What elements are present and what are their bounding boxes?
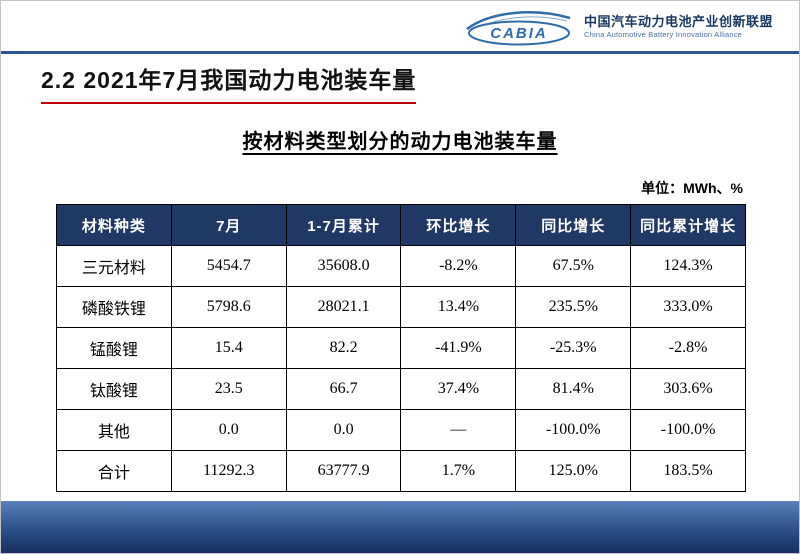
value-cell: 303.6% <box>630 368 746 410</box>
org-name-cn: 中国汽车动力电池产业创新联盟 <box>583 14 773 30</box>
value-cell: 5454.7 <box>170 245 287 287</box>
row-label: 锰酸锂 <box>56 327 172 369</box>
row-label: 三元材料 <box>56 245 172 287</box>
value-cell: 23.5 <box>170 368 287 410</box>
value-cell: 0.0 <box>285 409 402 451</box>
value-cell: 333.0% <box>630 286 746 328</box>
table-row: 钛酸锂 23.5 66.7 37.4% 81.4% 303.6% <box>56 368 746 410</box>
value-cell: 67.5% <box>515 245 632 287</box>
table-row: 合计 11292.3 63777.9 1.7% 125.0% 183.5% <box>56 450 746 492</box>
table-row: 锰酸锂 15.4 82.2 -41.9% -25.3% -2.8% <box>56 327 746 369</box>
value-cell: 11292.3 <box>170 450 287 492</box>
value-cell: -100.0% <box>630 409 746 451</box>
table-row: 三元材料 5454.7 35608.0 -8.2% 67.5% 124.3% <box>56 245 746 287</box>
value-cell: 63777.9 <box>285 450 402 492</box>
column-header: 材料种类 <box>56 204 172 246</box>
column-header: 同比增长 <box>515 204 632 246</box>
value-cell: 37.4% <box>400 368 517 410</box>
footer-bar <box>1 501 799 553</box>
row-label: 磷酸铁锂 <box>56 286 172 328</box>
value-cell: 183.5% <box>630 450 746 492</box>
column-header: 环比增长 <box>400 204 517 246</box>
value-cell: -2.8% <box>630 327 746 369</box>
value-cell: 235.5% <box>515 286 632 328</box>
value-cell: 125.0% <box>515 450 632 492</box>
logo: CABIA 中国汽车动力电池产业创新联盟 China Automotive Ba… <box>463 7 773 47</box>
column-header: 7月 <box>170 204 287 246</box>
battery-install-table: 材料种类 7月 1-7月累计 环比增长 同比增长 同比累计增长 三元材料 5454.7 356… <box>56 204 746 492</box>
logo-text: CABIA <box>490 25 548 42</box>
cabia-logo-icon: CABIA <box>466 11 571 46</box>
org-name-block: 中国汽车动力电池产业创新联盟 China Automotive Battery … <box>584 14 773 40</box>
value-cell: 35608.0 <box>285 245 402 287</box>
value-cell: 5798.6 <box>170 286 287 328</box>
value-cell: -100.0% <box>515 409 632 451</box>
page-title: 2.2 2021年7月我国动力电池装车量 <box>41 61 417 104</box>
value-cell: — <box>400 409 517 451</box>
table-title: 按材料类型划分的动力电池装车量 <box>242 131 558 153</box>
value-cell: 28021.1 <box>285 286 402 328</box>
row-label: 其他 <box>56 409 172 451</box>
header-divider <box>1 51 799 54</box>
value-cell: -8.2% <box>400 245 517 287</box>
value-cell: -25.3% <box>515 327 632 369</box>
table-header-row: 材料种类 7月 1-7月累计 环比增长 同比增长 同比累计增长 <box>56 204 746 246</box>
row-label: 合计 <box>56 450 172 492</box>
unit-label: 单位：MWh、% <box>641 180 743 196</box>
value-cell: 0.0 <box>170 409 287 451</box>
value-cell: 13.4% <box>400 286 517 328</box>
value-cell: 81.4% <box>515 368 632 410</box>
value-cell: 82.2 <box>285 327 402 369</box>
row-label: 钛酸锂 <box>56 368 172 410</box>
value-cell: 66.7 <box>285 368 402 410</box>
column-header: 1-7月累计 <box>285 204 402 246</box>
value-cell: 15.4 <box>170 327 287 369</box>
value-cell: 124.3% <box>630 245 746 287</box>
column-header: 同比累计增长 <box>630 204 746 246</box>
value-cell: -41.9% <box>400 327 517 369</box>
table-row: 其他 0.0 0.0— -100.0% -100.0% <box>56 409 746 451</box>
value-cell: 1.7% <box>400 450 517 492</box>
org-name-en: China Automotive Battery Innovation Alli… <box>583 30 743 40</box>
table-row: 磷酸铁锂 5798.6 28021.1 13.4% 235.5% 333.0% <box>56 286 746 328</box>
